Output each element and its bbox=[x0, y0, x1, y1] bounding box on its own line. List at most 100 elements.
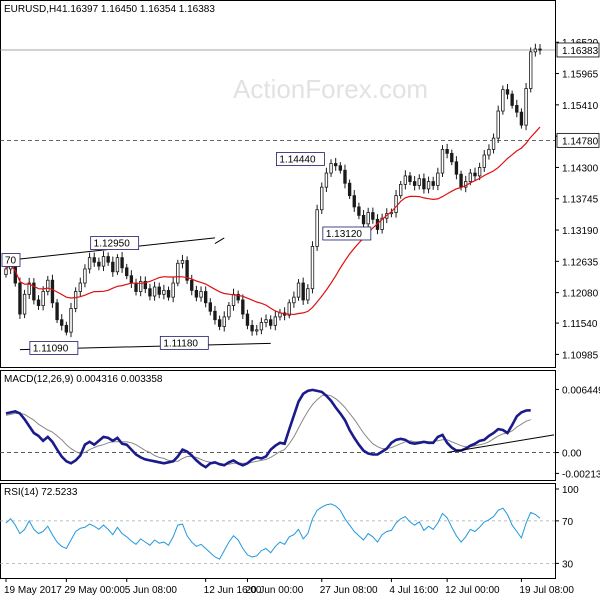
time-tick-label: 5 Jun 08:00 bbox=[125, 585, 178, 596]
macd-tick-label: -0.002134 bbox=[562, 469, 600, 480]
candle-body bbox=[334, 163, 338, 167]
candle-body bbox=[259, 322, 264, 331]
candle-body bbox=[222, 316, 226, 327]
price-axis: 1.165201.159651.154101.148551.143001.137… bbox=[555, 38, 600, 361]
candle-body bbox=[120, 257, 124, 269]
time-axis: 19 May 2017 29 May 00:00 5 Jun 08:00 12 Jun… bbox=[4, 578, 574, 596]
price-tick-label: 1.10985 bbox=[562, 350, 599, 361]
macd-layer: 0.006449 0.00 -0.002134 bbox=[0, 385, 600, 480]
price-annotation-box bbox=[322, 226, 372, 241]
price-axis-marker-label: 1.16383 bbox=[562, 46, 599, 57]
price-panel-frame bbox=[0, 0, 556, 368]
price-axis-marker bbox=[556, 132, 600, 148]
time-tick-label: 12 Jul 00:00 bbox=[445, 585, 500, 596]
candle-body bbox=[32, 282, 36, 301]
candle-body bbox=[73, 291, 78, 309]
candle-body bbox=[180, 260, 185, 264]
macd-tick-label: 0.00 bbox=[562, 449, 582, 460]
price-tick-label: 1.15965 bbox=[562, 70, 599, 81]
candle-body bbox=[505, 89, 510, 95]
price-annotation-label: 1.11180 bbox=[163, 338, 198, 349]
candle-body bbox=[296, 282, 301, 298]
candle-body bbox=[83, 268, 87, 284]
candle-body bbox=[501, 89, 505, 112]
candle-body bbox=[380, 217, 384, 230]
candle-body bbox=[162, 289, 166, 295]
candle-body bbox=[36, 299, 41, 307]
candle-body bbox=[533, 48, 538, 53]
rsi-tick-label: 70 bbox=[562, 517, 574, 528]
macd-tick-label: 0.006449 bbox=[562, 385, 600, 396]
candle-body bbox=[250, 324, 254, 332]
candle-body bbox=[292, 296, 296, 304]
candle-body bbox=[171, 282, 175, 298]
candle-body bbox=[22, 293, 27, 315]
candle-body bbox=[227, 305, 231, 318]
moving-average-layer bbox=[5, 126, 541, 316]
candle-body bbox=[510, 93, 514, 106]
candle-body bbox=[245, 313, 250, 326]
macd-title: MACD(12,26,9) 0.004316 0.003358 bbox=[4, 374, 163, 385]
candle-body bbox=[18, 282, 22, 315]
candle-body bbox=[166, 289, 171, 298]
candle-body bbox=[264, 319, 268, 323]
candle-body bbox=[50, 279, 55, 304]
price-annotation-label: 70 bbox=[5, 255, 17, 266]
candle-body bbox=[329, 163, 333, 174]
candle-body bbox=[496, 110, 500, 139]
price-tick-label: 1.14300 bbox=[562, 163, 599, 174]
annotation-layer: 1.12950 1.11090 1.11180 1.14440 1.13120 70 bbox=[1, 152, 372, 355]
candle-body bbox=[60, 319, 64, 326]
macd-line bbox=[5, 388, 531, 469]
candle-body bbox=[152, 286, 157, 297]
rsi-line bbox=[5, 503, 541, 560]
candle-body bbox=[190, 279, 194, 291]
candle-body bbox=[255, 329, 259, 332]
candle-body bbox=[408, 175, 412, 182]
candle-body bbox=[357, 206, 361, 216]
candle-body bbox=[519, 111, 524, 126]
candle-body bbox=[445, 148, 449, 154]
candle-body bbox=[41, 291, 45, 307]
time-tick-label: 20 Jun 00:00 bbox=[245, 585, 303, 596]
candle-body bbox=[403, 175, 408, 185]
time-tick-label: 29 May 00:00 bbox=[64, 585, 125, 596]
price-annotation-box bbox=[29, 341, 79, 355]
candle-body bbox=[148, 288, 152, 297]
candle-body bbox=[347, 182, 352, 197]
candle-body bbox=[477, 167, 482, 177]
candle-body bbox=[78, 282, 82, 292]
candle-body bbox=[515, 105, 519, 113]
candle-body bbox=[431, 181, 435, 186]
candle-body bbox=[343, 169, 347, 184]
rsi-title: RSI(14) 72.5233 bbox=[4, 487, 78, 498]
candle-body bbox=[157, 286, 161, 295]
candle-body bbox=[129, 275, 134, 284]
time-tick-label: 19 Jul 08:00 bbox=[519, 585, 574, 596]
time-tick-label: 27 Jun 08:00 bbox=[320, 585, 378, 596]
candle-body bbox=[417, 178, 421, 186]
candle-body bbox=[208, 302, 212, 312]
candle-body bbox=[440, 148, 445, 174]
macd-trendline bbox=[447, 434, 555, 454]
candle-body bbox=[138, 280, 143, 292]
price-annotation-box bbox=[90, 236, 140, 250]
price-annotation-label: 1.12950 bbox=[94, 239, 131, 250]
time-tick-label: 4 Jul 16:00 bbox=[389, 585, 438, 596]
candle-body bbox=[4, 268, 8, 275]
candle-body bbox=[482, 154, 486, 168]
candle-body bbox=[176, 262, 180, 284]
time-tick-label: 12 Jun 16:00 bbox=[204, 585, 262, 596]
candle-body bbox=[338, 165, 343, 171]
candle-body bbox=[306, 288, 310, 301]
candle-body bbox=[143, 280, 147, 290]
macd-signal-line bbox=[5, 394, 531, 465]
candle-body bbox=[529, 51, 533, 89]
candle-body bbox=[468, 172, 473, 182]
price-tick-label: 1.11540 bbox=[562, 319, 598, 330]
macd-panel-frame bbox=[0, 370, 556, 481]
candle-body bbox=[450, 152, 454, 163]
candle-body bbox=[134, 282, 138, 292]
candle-body bbox=[273, 316, 277, 326]
candle-body bbox=[352, 195, 356, 208]
